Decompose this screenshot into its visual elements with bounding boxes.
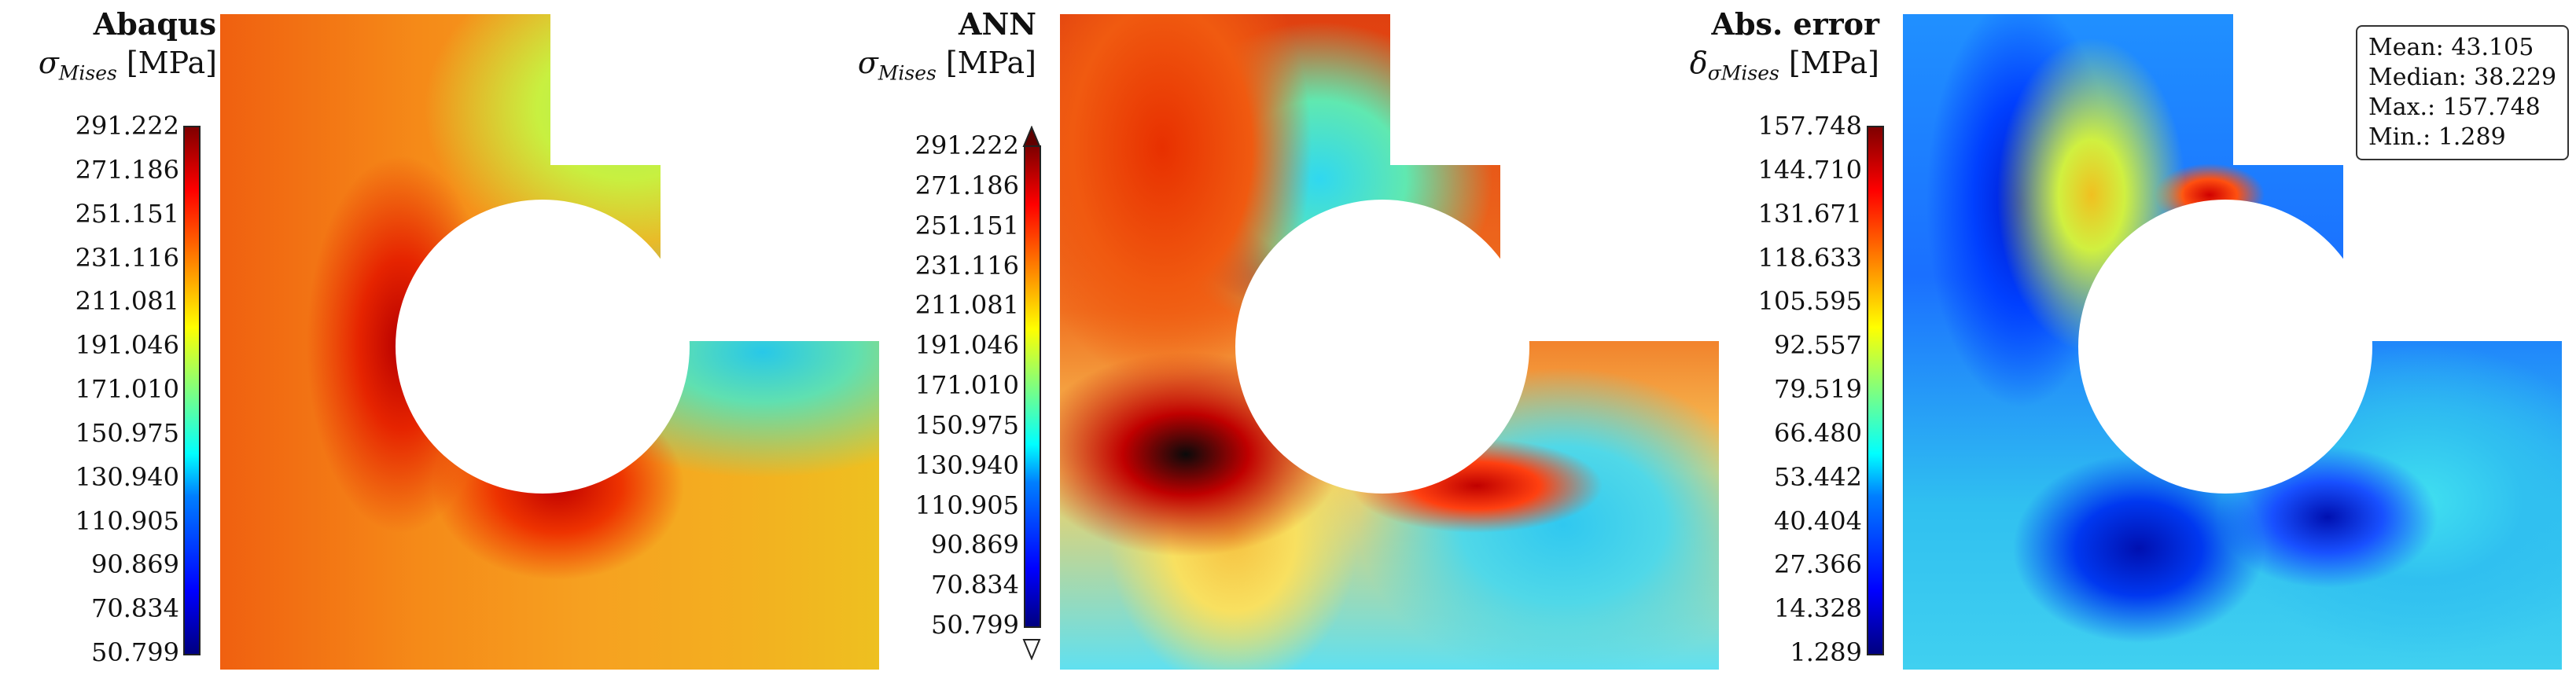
colorbar-tick-label: 27.366 <box>1774 549 1862 580</box>
quantity-symbol: σ <box>857 46 878 80</box>
hole-cutout <box>1235 200 1529 494</box>
quantity-unit: [MPa] <box>945 46 1036 80</box>
colorbar-tick-label: 1.289 <box>1790 637 1862 667</box>
quantity-label-ann: σMises [MPa] <box>826 46 1036 85</box>
colorbar-tick-label: 110.905 <box>914 490 1019 520</box>
notch-cutout <box>1500 14 1719 341</box>
colorbar-tick-label: 40.404 <box>1774 505 1862 536</box>
colorbar-tick-label: 157.748 <box>1757 111 1862 141</box>
colorbar-tick-label: 191.046 <box>75 330 179 361</box>
stat-mean: Mean: 43.105 <box>2368 34 2534 61</box>
colorbar-tick-label: 251.151 <box>75 198 179 229</box>
colorbar-tick-label: 251.151 <box>914 210 1019 240</box>
hole-cutout <box>396 200 690 494</box>
colorbar-tick-label: 150.975 <box>75 417 179 448</box>
stat-median: Median: 38.229 <box>2368 64 2557 91</box>
quantity-subscript: Mises <box>58 61 117 85</box>
colorbar-tick-label: 50.799 <box>931 610 1019 640</box>
colorbar-tick-label: 271.186 <box>75 154 179 185</box>
stress-field-abaqus <box>220 14 879 670</box>
colorbar-tick-label: 70.834 <box>91 593 179 624</box>
colorbar-tick-label: 291.222 <box>75 111 179 141</box>
colorbar-tick-label: 150.975 <box>914 409 1019 440</box>
colorbar-tick-label: 191.046 <box>914 330 1019 361</box>
colorbar-tick-label: 66.480 <box>1774 417 1862 448</box>
colorbar-extend-arrows <box>1022 126 1041 660</box>
panel-title-abaqus: Abaqus <box>93 6 216 42</box>
colorbar-tick-label: 105.595 <box>1757 286 1862 317</box>
colorbar-tick-label: 118.633 <box>1757 242 1862 273</box>
colorbar-tick-label: 79.519 <box>1774 374 1862 404</box>
quantity-subscript: σMises <box>1707 61 1779 85</box>
colorbar-tick-label: 92.557 <box>1774 330 1862 361</box>
colorbar-tick-label: 130.940 <box>75 461 179 492</box>
stat-min: Min.: 1.289 <box>2368 123 2506 151</box>
colorbar-tick-label: 110.905 <box>75 505 179 536</box>
colorbar-tick-label: 70.834 <box>931 570 1019 600</box>
quantity-symbol: σ <box>38 46 59 80</box>
colorbar-tick-label: 50.799 <box>91 637 179 667</box>
quantity-unit: [MPa] <box>1788 46 1879 80</box>
colorbar-tick-label: 171.010 <box>75 374 179 404</box>
extend-max-arrow <box>1022 126 1041 147</box>
colorbar-tick-label: 131.671 <box>1757 198 1862 229</box>
colorbar-tick-label: 171.010 <box>914 370 1019 400</box>
extend-min-arrow <box>1022 639 1041 660</box>
quantity-subscript: Mises <box>878 61 937 85</box>
quantity-label-abs-error: δσMises [MPa] <box>1651 46 1879 85</box>
colorbar-tick-label: 90.869 <box>91 549 179 580</box>
colorbar-tick-label: 271.186 <box>914 170 1019 200</box>
colorbar-tick-label: 144.710 <box>1757 154 1862 185</box>
colorbar-tick-label: 211.081 <box>75 286 179 317</box>
colorbar-tick-label: 291.222 <box>914 130 1019 160</box>
colorbar-tick-label: 130.940 <box>914 450 1019 480</box>
colorbar-tick-label: 90.869 <box>931 530 1019 560</box>
statistics-box: Mean: 43.105 Median: 38.229 Max.: 157.74… <box>2356 25 2570 160</box>
colorbar-tick-label: 211.081 <box>914 290 1019 321</box>
quantity-unit: [MPa] <box>126 46 217 80</box>
stress-field-ann <box>1060 14 1719 670</box>
panel-title-ann: ANN <box>959 6 1036 42</box>
notch-cutout <box>661 14 879 341</box>
colorbar-abaqus <box>183 126 201 655</box>
colorbar-tick-label: 14.328 <box>1774 593 1862 624</box>
colorbar-tick-label: 231.116 <box>75 242 179 273</box>
quantity-label-abaqus: σMises [MPa] <box>8 46 217 85</box>
stat-max: Max.: 157.748 <box>2368 94 2541 121</box>
panel-title-abs-error: Abs. error <box>1711 6 1880 42</box>
colorbar-tick-label: 231.116 <box>914 250 1019 281</box>
hole-cutout <box>2078 200 2372 494</box>
colorbar-tick-label: 53.442 <box>1774 461 1862 492</box>
quantity-symbol: δ <box>1689 46 1708 80</box>
colorbar-abs-error <box>1867 126 1884 655</box>
